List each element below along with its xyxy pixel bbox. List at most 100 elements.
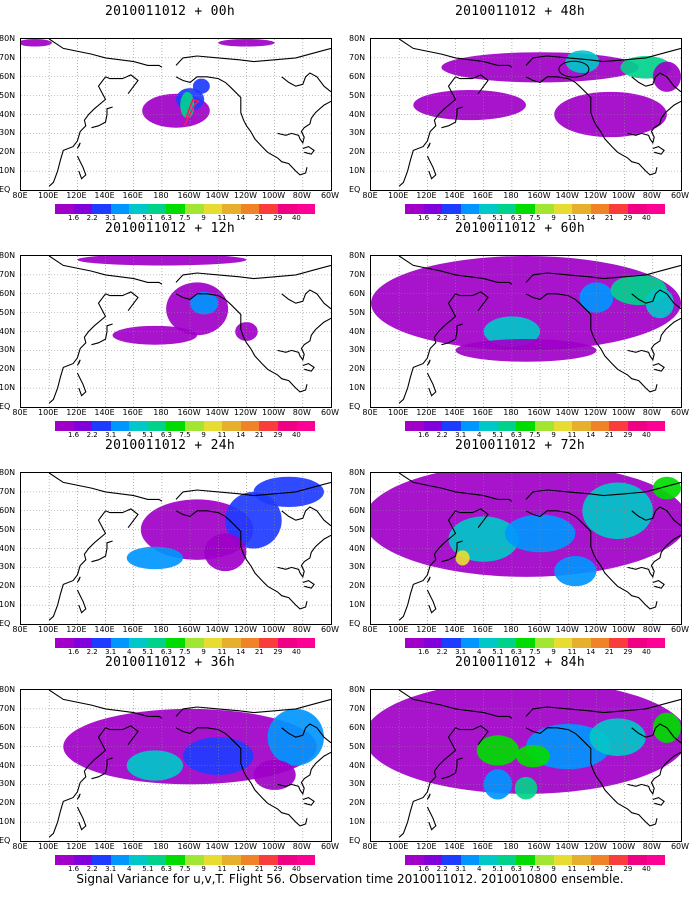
longitude-label: 180 [503,191,519,200]
longitude-label: 100E [388,191,409,200]
colorbar-swatch [516,638,536,648]
coastline [652,579,665,589]
coastline [441,540,463,563]
longitude-label: 140W [205,842,229,851]
colorbar-label: 7.5 [529,648,541,656]
coastline [652,796,665,806]
colorbar-label: 2.2 [86,214,98,222]
latitude-label: 40N [349,109,366,119]
colorbar-label: 40 [641,865,651,873]
panel-title: 2010011012 + 60h [454,221,586,236]
colorbar-swatch [55,855,74,865]
latitude-label: 60N [0,505,16,515]
longitude-label: 140E [444,625,465,634]
variance-map [371,256,681,407]
coastline [175,264,331,283]
variance-map [21,256,331,407]
colorbar-label: 1.6 [67,865,80,873]
longitude-label: 100E [38,625,59,634]
longitude-label: 160W [177,625,201,634]
variance-shading [455,550,470,566]
colorbar-label: 11 [217,431,227,439]
longitude-label: 160W [177,842,201,851]
colorbar-swatch [296,204,316,214]
colorbar-swatch [129,204,148,214]
latitude-label: 50N [349,90,366,100]
colorbar-label: 40 [641,648,651,656]
colorbar-swatch [92,638,111,648]
coastline [525,264,681,283]
latitude-label: 80N [0,468,16,477]
coastline [277,534,331,579]
colorbar-label: 11 [217,648,227,656]
colorbar-label: 21 [254,648,264,656]
coastline [652,145,665,155]
colorbar-label: 21 [604,648,614,656]
latitude-label: 20N [0,364,16,374]
coastline [426,589,437,614]
latitude-label: 20N [349,798,366,808]
longitude-label: 140W [205,408,229,417]
panel-title: 2010011012 + 12h [104,221,236,236]
panel-title: 2010011012 + 00h [104,4,236,19]
map-panel: 2010011012 + 84h 80N 70N 60N 50N 40N 30N 20N 10N… [349,651,690,873]
colorbar-swatch [405,204,424,214]
coastline [302,362,315,372]
longitude-label: 120E [66,625,87,634]
colorbar-label: 1.6 [67,214,80,222]
latitude-label: 10N [349,817,366,827]
latitude-label: 10N [0,817,16,827]
colorbar-swatch [479,638,498,648]
longitude-label: 120E [416,842,437,851]
latitude-label: 60N [0,288,16,298]
variance-shading [126,546,184,570]
colorbar-swatch [423,638,443,648]
latitude-label: 80N [349,34,366,43]
colorbar-swatch [460,855,480,865]
longitude-label: 160W [527,842,551,851]
coastline [631,723,681,744]
colorbar-swatch [222,855,241,865]
colorbar-label: 7.5 [179,648,191,656]
colorbar-label: 14 [586,214,596,222]
colorbar-swatch [129,421,148,431]
longitude-label: 120W [233,191,258,200]
coastline [441,323,463,346]
colorbar-label: 29 [623,431,633,439]
coastline [105,725,139,746]
longitude-label: 100E [38,191,59,200]
colorbar-swatch [535,421,554,431]
longitude-label: 120W [233,625,258,634]
longitude-label: 80W [642,625,661,634]
variance-map [21,690,331,841]
coastline [426,576,431,583]
latitude-label: 20N [349,147,366,157]
colorbar-label: 21 [604,214,614,222]
colorbar-swatch [73,855,93,865]
longitude-label: 80E [362,191,378,200]
colorbar-label: 3.1 [105,648,117,656]
colorbar-label: 29 [273,431,283,439]
longitude-label: 160E [472,625,493,634]
colorbar-swatch [572,204,591,214]
colorbar-label: 2.2 [436,865,448,873]
colorbar-swatch [590,421,610,431]
colorbar-swatch [497,204,517,214]
colorbar-label: 3.1 [455,431,467,439]
longitude-label: 160W [177,191,201,200]
colorbar-swatch [240,855,260,865]
coastline [76,359,81,366]
coastline [281,289,331,310]
colorbar-swatch [259,638,278,648]
longitude-label: 160E [122,842,143,851]
colorbar-label: 40 [641,431,651,439]
longitude-label: 80E [12,191,28,200]
coastline [175,47,331,66]
colorbar-swatch [110,204,130,214]
panel-title: 2010011012 + 84h [454,655,586,670]
latitude-label: 60N [349,722,366,732]
colorbar-swatch [405,421,424,431]
coastline [398,39,513,68]
colorbar-swatch [516,855,536,865]
longitude-label: 100E [388,842,409,851]
